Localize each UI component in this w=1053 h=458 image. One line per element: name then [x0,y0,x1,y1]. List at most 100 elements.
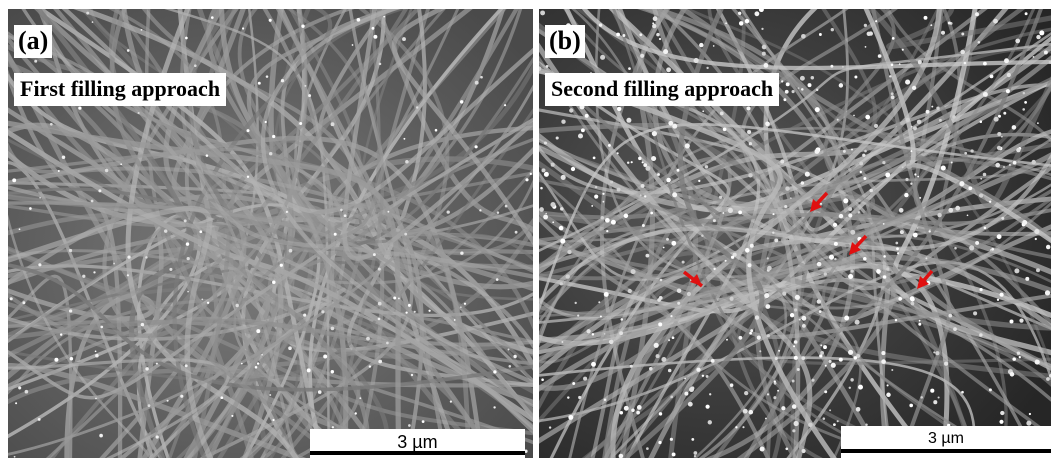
particle [666,237,669,241]
particle [975,12,979,17]
particle [780,159,785,164]
particle [256,362,260,365]
particle [577,314,580,317]
particle [865,114,871,120]
particle [824,364,827,367]
particle [989,200,992,203]
particle [410,373,414,377]
particle [34,59,38,63]
particle [999,292,1004,297]
particle [722,127,727,132]
particle [917,175,920,178]
particle [738,210,743,215]
particle [761,51,766,56]
particle [910,301,915,306]
particle [745,248,750,253]
particle [742,426,745,429]
particle [756,335,761,340]
particle [272,134,276,139]
particle [773,396,777,400]
particle [1018,356,1021,359]
particle [820,344,823,347]
sem-image-a [8,9,533,458]
particle [1022,91,1026,95]
particle [94,350,97,353]
particle [808,422,813,428]
particle [966,214,969,217]
particle [801,315,807,321]
particle [670,315,673,318]
particle [964,151,968,155]
particle [693,455,697,458]
particle [858,384,863,390]
particle [269,393,272,397]
particle [29,207,32,210]
particle [662,246,665,249]
particle [91,21,94,23]
panel-a-caption: First filling approach [14,73,227,106]
particle [574,301,577,305]
particle [651,155,657,162]
particle [923,15,928,20]
particle [691,437,695,441]
particle [356,17,361,22]
scale-bar-b: 3 µm [841,426,1051,458]
particle [748,409,754,415]
particle [610,219,616,225]
particle [600,54,606,60]
particle [539,66,542,72]
particle [706,66,709,70]
particle [865,423,868,427]
fiber [261,9,533,385]
particle [18,386,22,390]
particle [403,137,406,140]
particle [911,85,917,91]
particle [246,129,250,133]
particle [758,9,764,13]
particle [910,150,913,153]
scale-bar-a: 3 µm [310,429,525,458]
particle [303,313,307,317]
particle [918,322,922,326]
particle [761,44,767,50]
particle [856,353,861,359]
particle [726,338,728,341]
fiber [539,153,1051,306]
particle [832,222,838,227]
particle [1009,319,1014,324]
particle [905,79,911,85]
particle [910,125,913,128]
particle [820,351,824,355]
particle [591,333,595,336]
particle [738,21,744,26]
fiber [684,9,1051,372]
particle [850,148,854,151]
particle [636,410,640,415]
particle [99,433,103,438]
particle [183,219,187,223]
particle [975,240,980,245]
particle [598,23,603,27]
particle [891,37,895,40]
particle [57,170,60,172]
particle [667,368,672,373]
particle [147,404,151,407]
particle [909,296,915,301]
fiber [649,9,1051,370]
particle [789,313,795,318]
particle [814,107,820,113]
particle [969,245,975,251]
red-arrow-icon [917,269,934,289]
particle [948,313,953,318]
fiber [539,27,1051,267]
particle [773,380,776,383]
particle [140,322,145,327]
particle [548,426,552,429]
particle [210,16,214,19]
particle [594,185,598,189]
fiber [237,9,533,256]
particle [961,32,965,36]
fiber [8,203,471,458]
particle [1004,58,1009,64]
particle [930,24,933,27]
